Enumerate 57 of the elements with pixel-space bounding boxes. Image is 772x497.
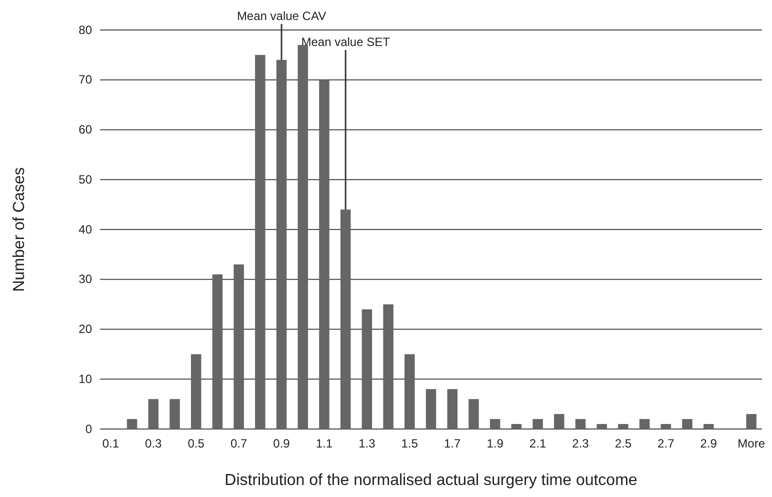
y-tick-label: 0 [85,422,92,436]
x-tick-label: 2.7 [658,436,675,451]
bar [383,304,394,429]
bar [554,414,564,429]
ref-line-label: Mean value SET [301,35,391,49]
y-tick-label: 40 [78,222,92,236]
bar [660,424,672,429]
bar [298,44,308,429]
y-axis-title: Number of Cases [11,167,28,292]
x-tick-label: 0.3 [145,436,162,451]
y-tick-label: 20 [78,322,92,336]
x-tick-label: 0.9 [273,436,290,451]
bar [468,399,479,429]
bar [362,309,372,429]
bar [575,419,586,429]
bar [426,389,436,429]
bar [126,419,138,429]
bar [618,424,628,429]
x-tick-label: More [738,436,766,451]
x-axis-title: Distribution of the normalised actual surgery time outcome [224,472,638,489]
x-tick-label: 1.9 [486,436,504,451]
bar [212,274,223,429]
bar [255,54,266,429]
y-tick-label: 50 [78,172,92,186]
bar [596,424,607,429]
bar [190,354,202,429]
x-tick-label: 1.3 [358,436,376,451]
bar [148,399,159,429]
x-tick-label: 2.3 [572,436,590,451]
x-tick-label: 2.5 [614,436,632,451]
x-tick-label: 1.1 [316,436,333,451]
y-tick-label: 70 [78,72,92,87]
x-tick-label: 2.9 [700,436,718,451]
bar [532,419,543,429]
bar [340,210,351,429]
x-tick-label: 0.1 [102,436,120,451]
bar [703,424,714,429]
bar [170,399,180,429]
bar [404,354,415,429]
x-tick-label: 1.5 [401,436,418,451]
ref-line-label: Mean value CAV [236,9,326,23]
x-tick-label: 1.7 [444,436,462,451]
bar [234,264,244,429]
bar [319,80,330,429]
bar [639,419,650,429]
bar [511,424,522,429]
y-tick-label: 60 [78,122,92,137]
x-tick-label: 0.5 [188,436,205,451]
bar [746,414,756,429]
x-tick-label: 2.1 [529,436,546,451]
y-tick-label: 80 [78,22,92,37]
x-tick-label: 0.7 [230,436,248,451]
bar [682,419,692,429]
bar [490,419,500,429]
bar [447,389,458,429]
y-tick-label: 30 [78,272,92,286]
y-tick-label: 10 [78,372,92,386]
